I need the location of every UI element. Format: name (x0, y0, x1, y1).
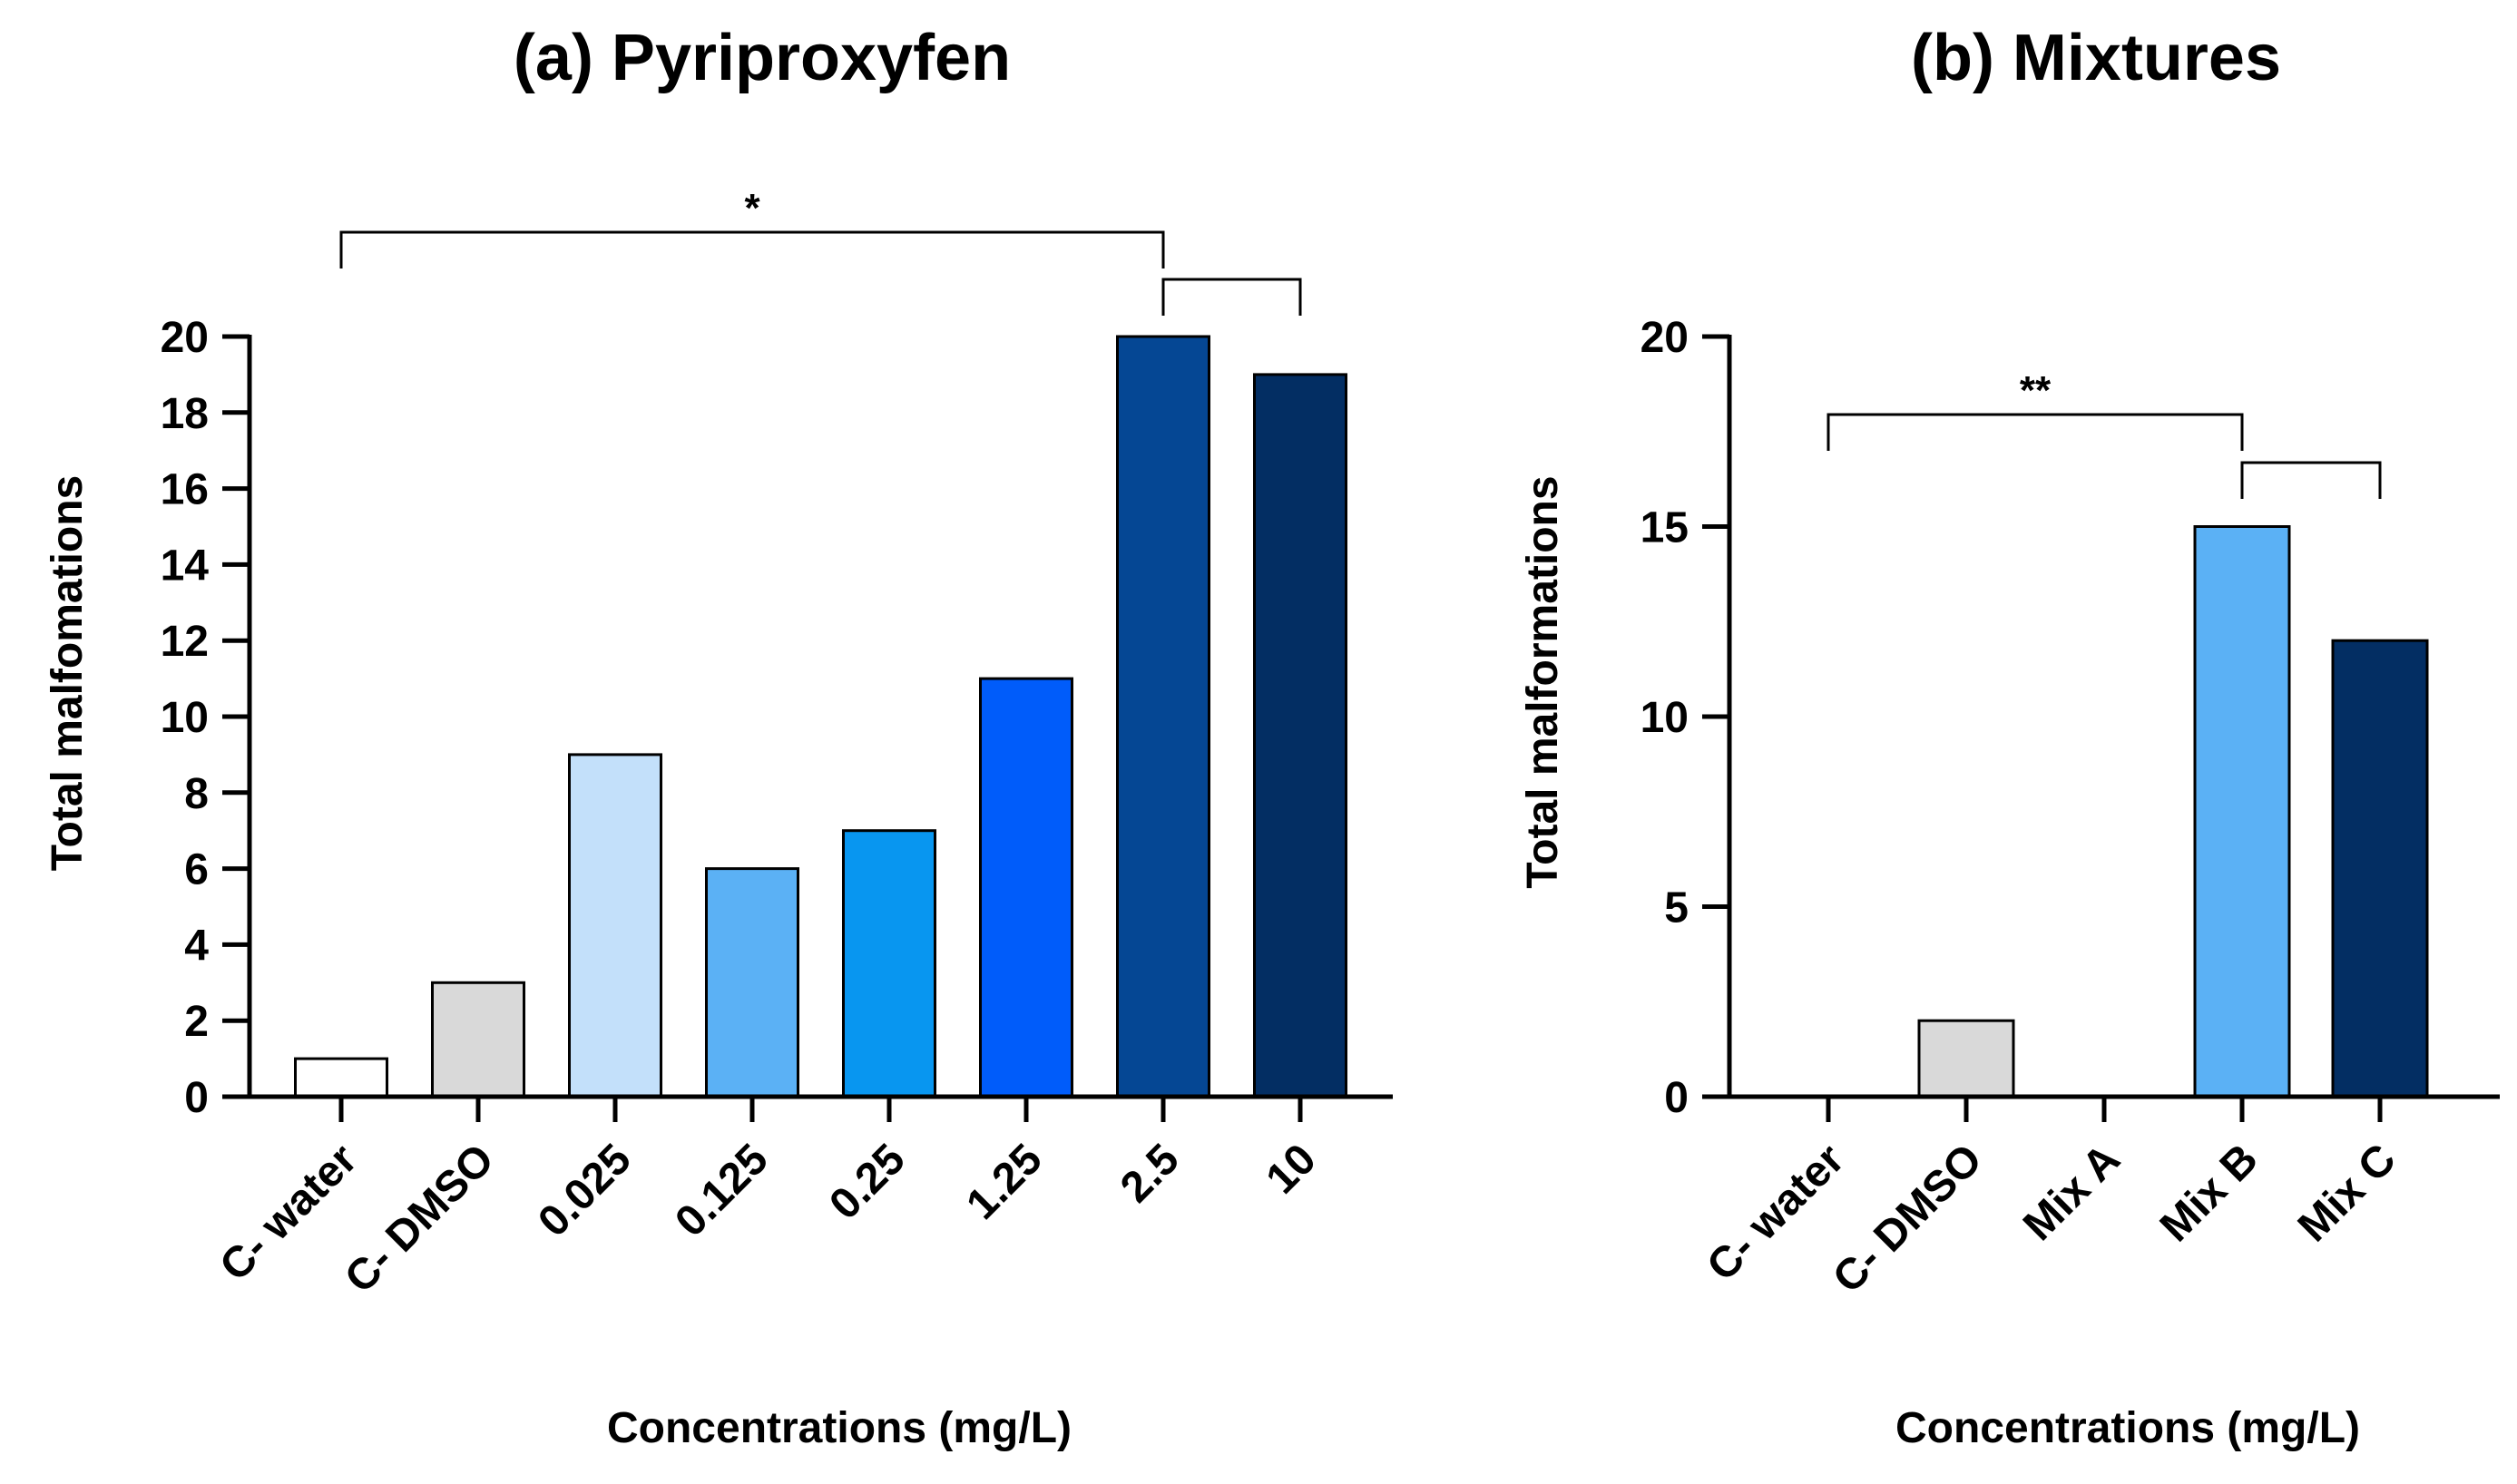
y-tick-label: 10 (161, 694, 209, 742)
bar-1-25 (979, 677, 1073, 1098)
axes (247, 335, 1393, 1099)
y-tick-label: 20 (161, 314, 209, 362)
significance-annotations: ** (1827, 368, 2382, 499)
x-tick-label: 0.25 (820, 1135, 915, 1229)
y-tick-label: 6 (184, 846, 209, 894)
y-tick-label: 20 (1640, 314, 1689, 362)
chart-panel-pyriproxyfen: (a) Pyriproxyfen Total malfomations Conc… (44, 22, 1393, 1452)
y-ticks: 0 2 4 6 8 10 12 14 16 18 20 (161, 314, 250, 1122)
bar-c-water (294, 1057, 388, 1098)
chart-title: (b) Mixtures (1911, 22, 2281, 94)
y-axis-title: Total malfomations (44, 475, 92, 871)
y-ticks: 0 5 10 15 20 (1640, 314, 1729, 1122)
significance-bracket (1827, 413, 2244, 451)
significance-label: ** (2020, 368, 2052, 413)
x-axis-title: Concentrations (mg/L) (607, 1404, 1072, 1452)
x-tick-label: 1.25 (957, 1135, 1052, 1229)
bar-series (1917, 525, 2429, 1098)
bar-2-5 (1116, 335, 1210, 1098)
y-tick-label: 0 (184, 1074, 209, 1122)
x-tick-label: C- DMSO (1824, 1135, 1992, 1303)
bar-0-25 (842, 829, 936, 1098)
y-tick-label: 14 (161, 542, 210, 590)
y-tick-label: 4 (184, 922, 209, 970)
significance-bracket (339, 230, 1165, 268)
x-axis-title: Concentrations (mg/L) (1895, 1404, 2360, 1452)
x-tick-label: C- DMSO (336, 1135, 504, 1303)
x-tick-label: 0.025 (529, 1135, 640, 1245)
y-tick-label: 15 (1640, 504, 1689, 552)
significance-label: * (744, 186, 760, 230)
x-tick-label: Mix B (2151, 1135, 2267, 1251)
bar-mix-c (2331, 639, 2429, 1098)
bar-series (294, 335, 1347, 1098)
bar-c-dmso (1917, 1019, 2015, 1098)
y-tick-label: 5 (1664, 884, 1689, 932)
y-axis-title: Total malformations (1519, 475, 1567, 888)
significance-group-bracket (1161, 278, 1302, 316)
bar-c-dmso (431, 981, 525, 1098)
significance-annotations: * (339, 186, 1302, 316)
y-tick-label: 16 (161, 466, 209, 514)
x-tick-label: 2.5 (1112, 1135, 1189, 1212)
y-tick-label: 12 (161, 618, 209, 666)
x-tick-label: 0.125 (666, 1135, 777, 1245)
x-tick-label: Mix C (2289, 1135, 2405, 1251)
y-tick-label: 8 (184, 770, 209, 818)
chart-panel-mixtures: (b) Mixtures Total malformations Concent… (1519, 22, 2500, 1452)
x-tick-label: 10 (1258, 1135, 1326, 1203)
bar-mix-b (2193, 525, 2291, 1098)
x-tick-label: Mix A (2014, 1135, 2130, 1250)
y-tick-label: 10 (1640, 694, 1689, 742)
y-tick-label: 18 (161, 390, 209, 438)
bar-0-025 (568, 753, 662, 1098)
y-tick-label: 2 (184, 998, 209, 1046)
significance-group-bracket (2240, 461, 2382, 499)
y-tick-label: 0 (1664, 1074, 1689, 1122)
bar-0-125 (705, 867, 799, 1098)
chart-title: (a) Pyriproxyfen (514, 22, 1011, 94)
bar-10 (1253, 373, 1347, 1098)
